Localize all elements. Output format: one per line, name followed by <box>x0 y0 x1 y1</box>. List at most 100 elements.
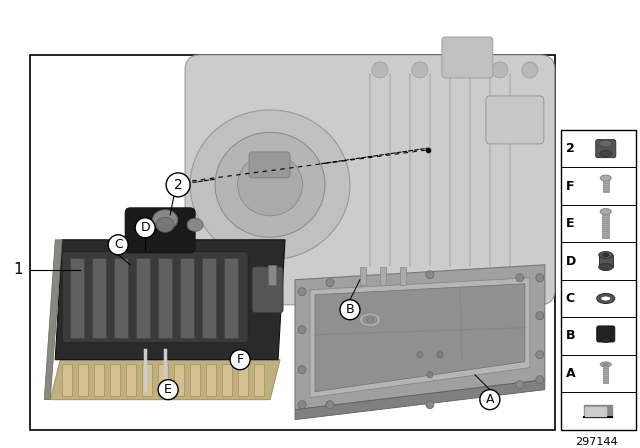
Bar <box>126 364 136 396</box>
Polygon shape <box>315 284 525 392</box>
Bar <box>190 364 200 396</box>
Bar <box>604 363 608 383</box>
Ellipse shape <box>600 175 611 181</box>
FancyBboxPatch shape <box>125 208 195 253</box>
Polygon shape <box>295 379 545 420</box>
Ellipse shape <box>366 317 374 322</box>
Text: 2: 2 <box>566 142 575 155</box>
Ellipse shape <box>187 218 203 231</box>
Bar <box>30 55 555 430</box>
Text: B: B <box>566 329 575 342</box>
Circle shape <box>426 271 434 279</box>
Text: D: D <box>566 254 576 267</box>
Circle shape <box>516 381 524 389</box>
Bar <box>268 265 276 285</box>
Circle shape <box>452 62 468 78</box>
Text: A: A <box>566 367 575 380</box>
Bar <box>136 258 150 338</box>
Ellipse shape <box>600 209 611 215</box>
Circle shape <box>536 376 544 383</box>
Text: F: F <box>237 353 244 366</box>
Polygon shape <box>295 265 545 409</box>
Ellipse shape <box>359 313 381 327</box>
Circle shape <box>536 312 544 320</box>
Bar <box>254 364 264 396</box>
Circle shape <box>516 274 524 282</box>
Ellipse shape <box>601 337 611 342</box>
Circle shape <box>426 401 434 409</box>
Ellipse shape <box>190 110 350 260</box>
Polygon shape <box>310 278 530 398</box>
Polygon shape <box>585 407 606 416</box>
Ellipse shape <box>215 133 325 237</box>
Circle shape <box>166 173 190 197</box>
Polygon shape <box>50 360 280 400</box>
Bar <box>224 258 238 338</box>
Ellipse shape <box>600 362 611 367</box>
FancyBboxPatch shape <box>185 55 555 305</box>
Text: A: A <box>486 393 494 406</box>
Circle shape <box>135 218 155 238</box>
Ellipse shape <box>596 293 615 303</box>
Text: C: C <box>566 292 575 305</box>
FancyBboxPatch shape <box>596 140 616 158</box>
Circle shape <box>427 372 433 378</box>
Circle shape <box>326 401 334 409</box>
Bar <box>202 258 216 338</box>
Bar <box>70 258 84 338</box>
Circle shape <box>536 274 544 282</box>
Circle shape <box>340 300 360 320</box>
Ellipse shape <box>363 316 377 324</box>
Circle shape <box>158 379 178 400</box>
Circle shape <box>492 62 508 78</box>
FancyBboxPatch shape <box>62 252 248 343</box>
Circle shape <box>298 401 306 409</box>
Bar <box>238 364 248 396</box>
Bar <box>400 267 406 285</box>
Text: F: F <box>566 180 574 193</box>
Circle shape <box>298 366 306 374</box>
Circle shape <box>298 288 306 296</box>
Circle shape <box>326 279 334 287</box>
Ellipse shape <box>153 210 178 230</box>
Text: C: C <box>114 238 122 251</box>
Bar <box>174 364 184 396</box>
Bar <box>94 364 104 396</box>
Polygon shape <box>55 240 285 360</box>
Bar <box>142 364 152 396</box>
Bar <box>603 177 609 192</box>
Circle shape <box>536 351 544 359</box>
Bar <box>158 258 172 338</box>
Ellipse shape <box>156 217 174 233</box>
Circle shape <box>298 326 306 334</box>
Circle shape <box>417 352 423 358</box>
Ellipse shape <box>600 151 612 157</box>
FancyBboxPatch shape <box>442 37 493 78</box>
Bar <box>158 364 168 396</box>
Polygon shape <box>44 240 62 400</box>
Bar <box>222 364 232 396</box>
Ellipse shape <box>599 263 612 271</box>
Bar <box>114 258 128 338</box>
Circle shape <box>522 62 538 78</box>
Circle shape <box>108 235 128 255</box>
Bar <box>62 364 72 396</box>
Ellipse shape <box>599 251 612 258</box>
FancyBboxPatch shape <box>252 267 283 313</box>
Bar <box>206 364 216 396</box>
FancyBboxPatch shape <box>596 326 615 342</box>
FancyBboxPatch shape <box>249 152 290 178</box>
Circle shape <box>372 62 388 78</box>
Bar <box>380 267 386 285</box>
Text: D: D <box>140 221 150 234</box>
Circle shape <box>480 390 500 409</box>
Circle shape <box>230 350 250 370</box>
Ellipse shape <box>604 363 608 366</box>
Text: 1: 1 <box>13 262 23 277</box>
Text: 297144: 297144 <box>575 437 618 447</box>
Circle shape <box>437 352 443 358</box>
Ellipse shape <box>603 254 609 257</box>
Bar <box>561 130 636 430</box>
Bar <box>360 267 366 285</box>
FancyBboxPatch shape <box>486 96 544 144</box>
